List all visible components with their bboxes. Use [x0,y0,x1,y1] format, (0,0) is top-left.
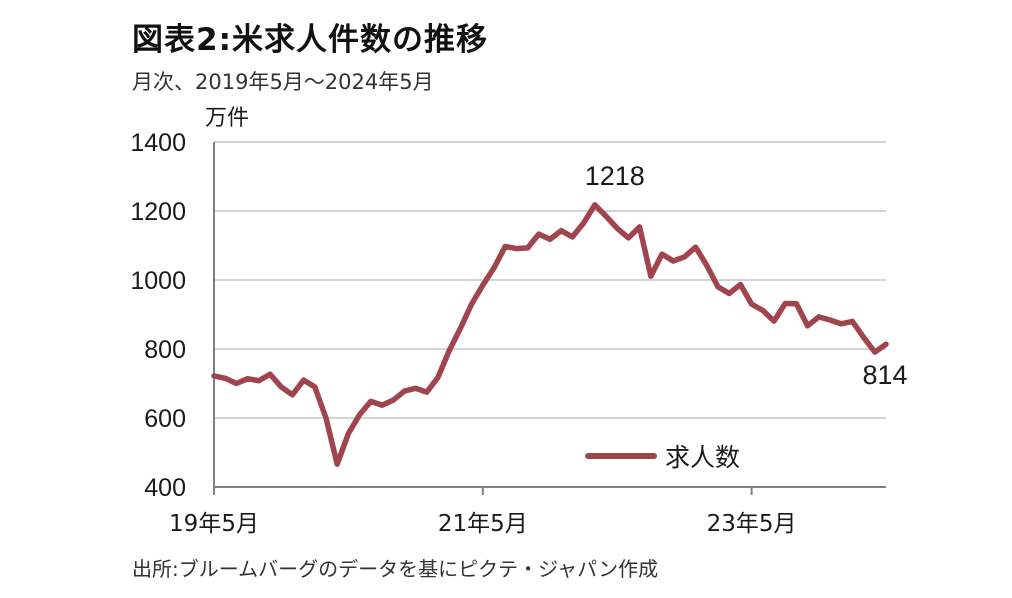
series-layer [211,202,889,467]
x-tick-label: 21年5月 [438,511,528,537]
chart-subtitle: 月次、2019年5月～2024年5月 [132,70,434,94]
x-tick-label: 19年5月 [169,511,259,537]
annotations: 1218 814 [585,161,908,390]
y-tick-label: 1400 [130,129,186,157]
latest-value-label: 814 [862,360,907,390]
y-tick-label: 800 [144,336,186,364]
legend: 求人数 [585,443,740,472]
legend-label: 求人数 [665,443,740,472]
axes [213,142,886,488]
y-tick-label: 400 [144,474,186,502]
peak-value-label: 1218 [585,161,645,191]
x-axis-ticks: 19年5月 21年5月 23年5月 [169,487,797,537]
chart-title: 図表2:米求人件数の推移 [132,22,488,58]
y-axis-unit-label: 万件 [205,106,249,131]
y-axis-ticks: 400 600 800 1000 1200 1400 [130,129,186,502]
y-tick-label: 1200 [130,198,186,226]
y-tick-label: 600 [144,405,186,433]
grid-lines [214,141,886,419]
y-tick-label: 1000 [130,267,186,295]
source-note: 出所:ブルームバーグのデータを基にピクテ・ジャパン作成 [132,557,659,581]
x-tick-label: 23年5月 [707,511,797,537]
series-line-job-openings [211,202,889,467]
